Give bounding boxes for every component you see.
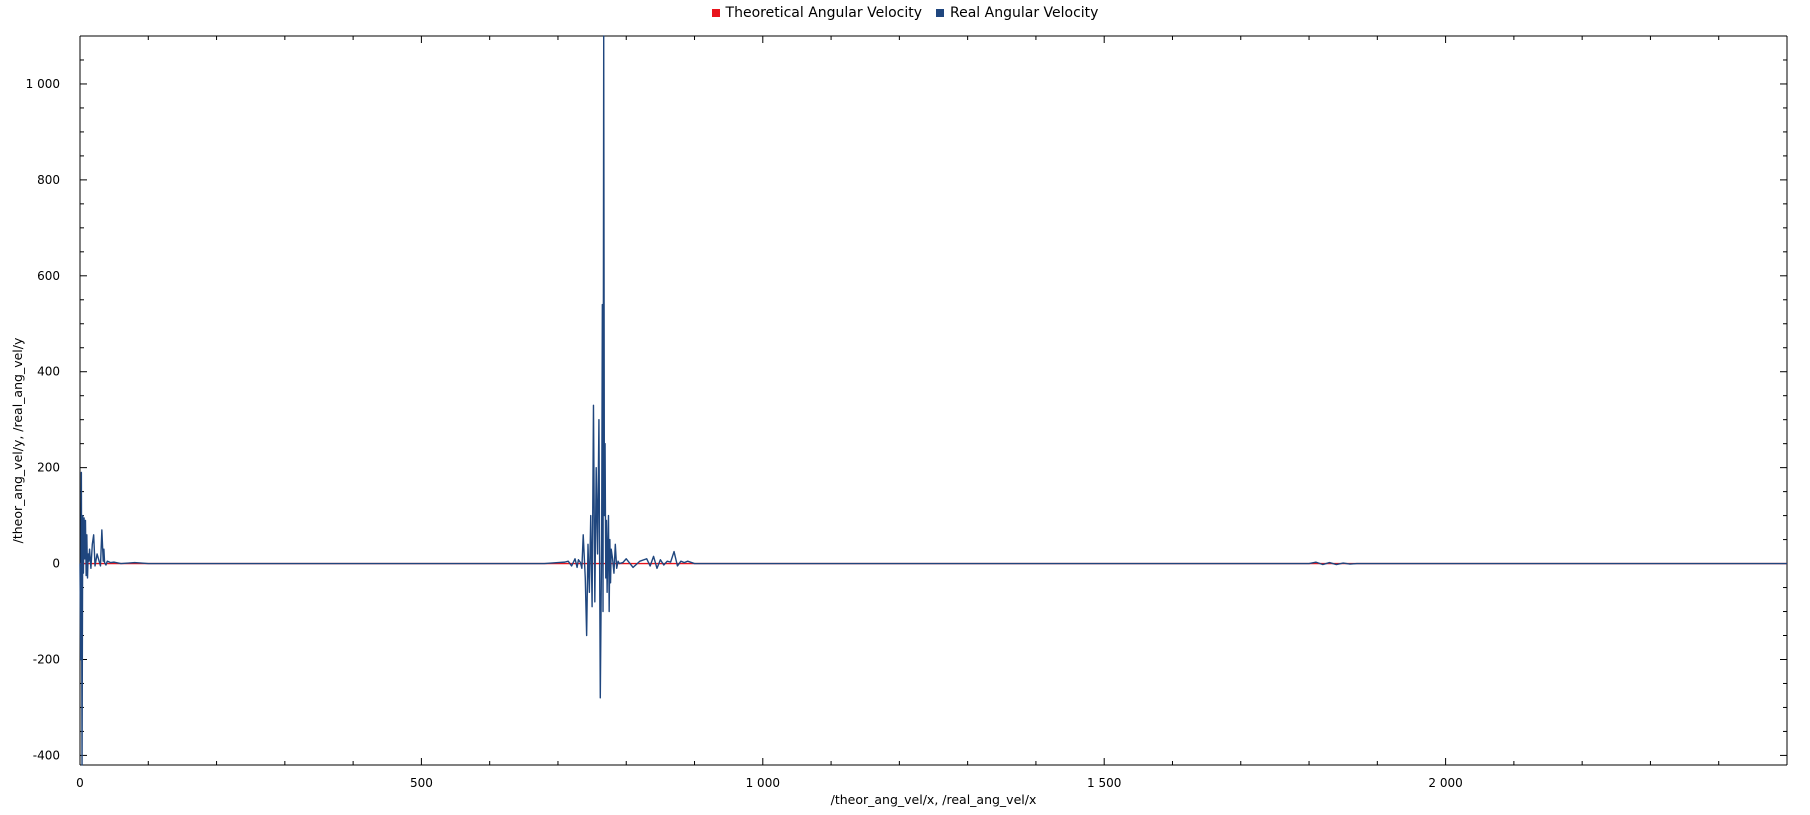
y-tick-label: 1 000 — [26, 77, 60, 91]
y-tick-label: -400 — [33, 748, 60, 762]
y-tick-label: 0 — [52, 557, 60, 571]
legend-label-theoretical: Theoretical Angular Velocity — [725, 5, 923, 21]
y-axis-label: /theor_ang_vel/y, /real_ang_vel/y — [10, 337, 25, 543]
x-axis-label: /theor_ang_vel/x, /real_ang_vel/x — [831, 792, 1037, 807]
x-tick-label: 1 500 — [1087, 776, 1121, 790]
y-tick-label: -200 — [33, 652, 60, 666]
x-tick-label: 0 — [76, 776, 84, 790]
axes — [79, 35, 1788, 766]
x-tick-label: 500 — [410, 776, 433, 790]
x-tick-label: 1 000 — [746, 776, 780, 790]
y-tick-label: 600 — [37, 269, 60, 283]
legend-label-real: Real Angular Velocity — [950, 5, 1099, 21]
series-real-line — [79, 35, 1787, 766]
legend-item-real[interactable]: Real Angular Velocity — [936, 3, 1098, 23]
legend-item-theoretical[interactable]: Theoretical Angular Velocity — [711, 3, 923, 23]
legend: Theoretical Angular Velocity Real Angula… — [0, 3, 1810, 23]
y-tick-label: 200 — [37, 461, 60, 475]
y-tick-label: 400 — [37, 365, 60, 379]
x-tick-label: 2 000 — [1428, 776, 1462, 790]
series-layer — [79, 35, 1787, 766]
axis-labels: 0 500 1 000 1 500 2 000 -400 -200 0 200 400 600 800… — [10, 77, 1463, 807]
legend-swatch-real — [936, 9, 945, 17]
legend-swatch-theoretical — [711, 9, 720, 17]
y-tick-label: 800 — [37, 173, 60, 187]
